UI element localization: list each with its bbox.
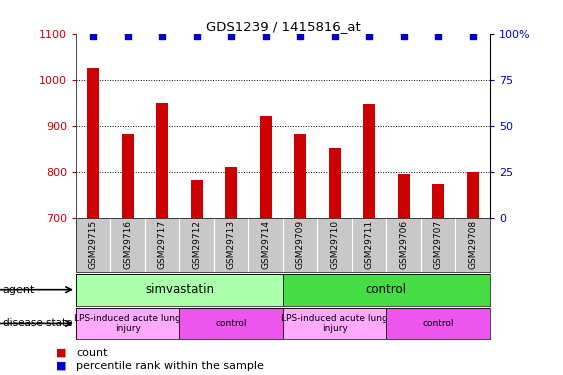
Bar (363, 104, 375, 218)
Bar (87, 68, 99, 218)
Text: control: control (216, 319, 247, 328)
Bar (329, 148, 341, 217)
Bar (397, 174, 410, 217)
Point (330, 33, 339, 39)
Text: LPS-induced acute lung
injury: LPS-induced acute lung injury (282, 314, 388, 333)
Bar (122, 134, 134, 218)
Bar (294, 134, 306, 218)
Point (365, 33, 374, 39)
Point (296, 33, 305, 39)
Text: GSM29709: GSM29709 (296, 220, 305, 269)
Bar (225, 167, 237, 218)
Point (261, 33, 270, 39)
Bar (386, 308, 490, 339)
Bar (76, 274, 283, 306)
Bar (180, 308, 283, 339)
Text: GSM29715: GSM29715 (89, 220, 98, 269)
Point (399, 33, 408, 39)
Text: ■: ■ (56, 348, 67, 357)
Text: GSM29716: GSM29716 (123, 220, 132, 269)
Text: GSM29707: GSM29707 (434, 220, 443, 269)
Text: GSM29706: GSM29706 (399, 220, 408, 269)
Text: count: count (76, 348, 108, 357)
Point (468, 33, 477, 39)
Text: GSM29710: GSM29710 (330, 220, 339, 269)
Text: GSM29717: GSM29717 (158, 220, 167, 269)
Text: ■: ■ (56, 361, 67, 370)
Point (192, 33, 201, 39)
Bar (283, 308, 386, 339)
Text: disease state: disease state (3, 318, 72, 328)
Text: GSM29713: GSM29713 (227, 220, 236, 269)
Text: control: control (366, 283, 407, 296)
Text: GSM29712: GSM29712 (192, 220, 201, 269)
Text: control: control (422, 319, 454, 328)
Bar (156, 103, 168, 218)
Text: GSM29711: GSM29711 (365, 220, 374, 269)
Title: GDS1239 / 1415816_at: GDS1239 / 1415816_at (205, 20, 360, 33)
Text: percentile rank within the sample: percentile rank within the sample (76, 361, 264, 370)
Point (158, 33, 167, 39)
Point (123, 33, 132, 39)
Point (89, 33, 98, 39)
Bar (260, 116, 272, 218)
Text: LPS-induced acute lung
injury: LPS-induced acute lung injury (74, 314, 181, 333)
Bar (191, 180, 203, 218)
Text: GSM29714: GSM29714 (261, 220, 270, 269)
Text: simvastatin: simvastatin (145, 283, 214, 296)
Bar (76, 308, 180, 339)
Text: agent: agent (3, 285, 35, 295)
Bar (467, 172, 479, 217)
Bar (283, 274, 490, 306)
Bar (432, 184, 444, 218)
Point (227, 33, 236, 39)
Point (434, 33, 443, 39)
Text: GSM29708: GSM29708 (468, 220, 477, 269)
